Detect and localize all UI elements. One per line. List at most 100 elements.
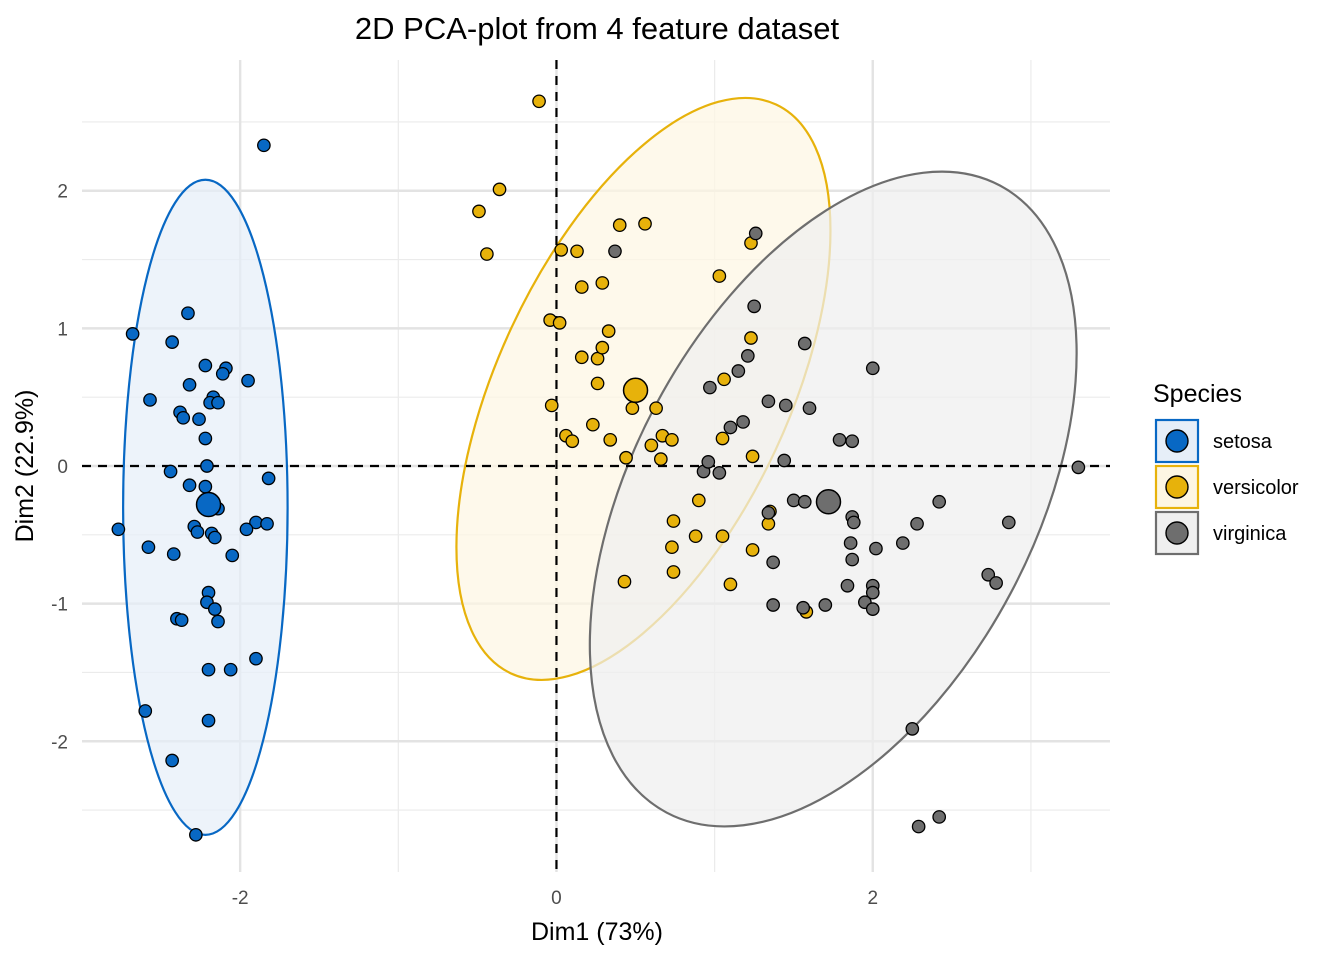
legend-marker-versicolor [1165,475,1189,499]
data-point-versicolor [715,431,730,446]
data-point-versicolor [472,204,486,219]
data-point-virginica [797,336,812,351]
data-point-versicolor [565,434,580,449]
data-point-virginica [905,722,920,736]
data-point-versicolor [653,452,668,466]
data-point-virginica [748,226,763,241]
data-point-virginica [797,494,812,509]
data-point-versicolor [554,243,569,257]
data-point-setosa [174,613,189,627]
data-point-versicolor [665,433,679,447]
data-point-setosa [163,464,178,479]
data-point-virginica [712,466,727,480]
data-point-virginica [786,493,801,508]
legend-marker-virginica [1165,521,1189,545]
data-point-versicolor [532,94,546,109]
data-point-virginica [701,455,716,469]
data-point-versicolor [625,401,640,416]
data-point-versicolor [712,269,727,283]
legend-marker-setosa [1165,429,1189,453]
data-point-versicolor [570,244,584,259]
data-point-virginica [777,453,792,468]
data-point-versicolor [688,529,703,544]
data-point-setosa [182,377,197,392]
legend-title: Species [1153,380,1242,408]
data-point-versicolor [595,276,610,290]
data-point-virginica [818,598,833,612]
data-point-virginica [1071,460,1086,475]
data-point-virginica [796,600,811,615]
data-point-virginica [723,420,738,435]
data-point-setosa [207,530,222,545]
data-point-versicolor [612,218,627,233]
data-point-versicolor [617,574,632,589]
data-point-setosa [257,138,271,153]
data-point-virginica [865,602,880,616]
data-point-setosa [223,662,238,677]
data-point-virginica [761,505,776,520]
centroid-setosa [195,491,222,518]
data-point-virginica [843,536,858,550]
data-point-setosa [249,651,263,666]
x-tick-label: -2 [232,888,249,909]
legend-label-virginica: virginica [1213,523,1287,545]
data-point-versicolor [717,372,731,387]
data-point-versicolor [644,438,659,453]
data-point-versicolor [492,182,507,197]
data-point-virginica [895,536,910,550]
data-point-versicolor [574,350,589,365]
data-point-setosa [200,459,214,473]
data-point-setosa [141,540,156,555]
data-point-virginica [778,398,793,413]
data-point-setosa [111,522,126,537]
data-point-versicolor [574,280,589,294]
data-point-virginica [802,401,817,416]
data-point-versicolor [590,376,605,391]
x-tick-label: 0 [551,888,562,909]
data-point-setosa [211,395,225,410]
data-point-setosa [201,662,216,677]
data-point-versicolor [595,340,610,355]
data-point-setosa [125,327,140,341]
reference-lines [82,60,1110,872]
data-point-virginica [740,349,755,363]
data-point-virginica [845,434,860,449]
data-point-virginica [1001,515,1016,530]
data-point-setosa [190,525,205,539]
data-point-virginica [840,578,855,593]
data-point-setosa [192,412,206,427]
data-point-setosa [189,827,203,842]
points [111,94,1086,842]
y-tick-label: 0 [57,457,68,478]
data-point-setosa [198,431,213,446]
legend-label-setosa: setosa [1213,431,1273,453]
data-point-setosa [261,471,276,486]
data-point-virginica [981,567,996,582]
data-point-versicolor [544,398,559,413]
data-point-virginica [932,494,947,509]
data-point-setosa [211,614,225,629]
data-point-setosa [143,393,157,407]
data-point-setosa [166,547,181,561]
data-point-setosa [241,373,255,388]
data-point-virginica [766,555,780,570]
data-point-virginica [703,380,717,395]
centroids [195,377,842,518]
ellipses [122,96,1078,836]
data-point-virginica [761,394,776,409]
data-point-virginica [731,364,746,378]
data-point-setosa [182,478,197,493]
y-tick-label: 2 [57,182,68,203]
data-point-virginica [865,585,880,600]
data-point-virginica [865,361,880,376]
data-point-virginica [846,515,861,530]
data-point-versicolor [603,433,618,447]
data-point-versicolor [666,565,681,579]
centroid-versicolor [622,377,649,404]
data-point-virginica [869,541,883,556]
data-point-versicolor [638,216,652,231]
data-point-setosa [198,358,213,373]
data-point-versicolor [715,529,730,544]
data-point-versicolor [745,449,760,464]
